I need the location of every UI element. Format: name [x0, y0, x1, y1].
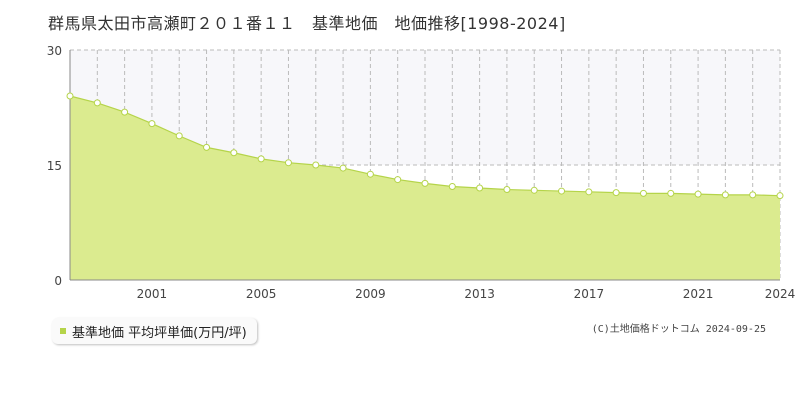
data-point — [312, 161, 320, 169]
y-tick-label: 15 — [47, 159, 62, 173]
data-point — [394, 176, 402, 184]
data-point — [203, 143, 211, 151]
page-title: 群馬県太田市高瀬町２０１番１１ 基準地価 地価推移[1998-2024] — [48, 14, 566, 33]
x-tick-label: 2005 — [246, 287, 277, 301]
data-point — [694, 190, 702, 198]
data-point — [66, 92, 74, 100]
series-area-fill — [70, 96, 780, 280]
data-point — [148, 120, 156, 128]
data-point — [257, 155, 265, 163]
legend-swatch — [60, 328, 66, 334]
data-point — [503, 186, 511, 194]
x-tick-label: 2013 — [464, 287, 495, 301]
y-tick-label: 0 — [54, 274, 62, 288]
data-point — [776, 192, 784, 200]
data-point — [476, 184, 484, 192]
x-tick-label: 2009 — [355, 287, 386, 301]
data-points — [66, 92, 784, 200]
axes — [69, 50, 780, 281]
copyright: (C)土地価格ドットコム 2024-09-25 — [591, 324, 766, 335]
data-point — [639, 189, 647, 197]
data-point — [612, 189, 620, 197]
data-point — [667, 189, 675, 197]
data-point — [749, 191, 757, 199]
data-point — [558, 187, 566, 195]
data-point — [530, 186, 538, 194]
data-point — [421, 179, 429, 187]
x-tick-label: 2017 — [574, 287, 605, 301]
data-point — [339, 164, 347, 172]
data-point — [721, 191, 729, 199]
legend-label: 基準地価 平均坪単価(万円/坪) — [72, 325, 247, 341]
legend: 基準地価 平均坪単価(万円/坪) — [52, 318, 257, 344]
data-point — [448, 182, 456, 190]
data-point — [585, 188, 593, 196]
data-point — [175, 132, 183, 140]
data-point — [93, 99, 101, 107]
x-tick-label: 2001 — [137, 287, 168, 301]
x-tick-label: 2021 — [683, 287, 714, 301]
data-point — [366, 170, 374, 178]
x-tick-label: 2024 — [765, 287, 796, 301]
y-tick-label: 30 — [47, 44, 62, 58]
data-point — [121, 108, 129, 116]
data-point — [284, 159, 292, 167]
data-point — [230, 149, 238, 157]
tick-labels: 0 15 30 2001 2005 2009 2013 2017 2021 2024 — [47, 44, 796, 301]
